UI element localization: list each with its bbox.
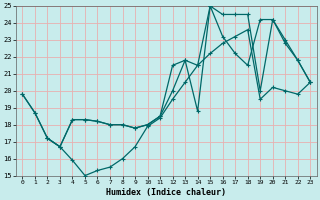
X-axis label: Humidex (Indice chaleur): Humidex (Indice chaleur) <box>106 188 226 197</box>
